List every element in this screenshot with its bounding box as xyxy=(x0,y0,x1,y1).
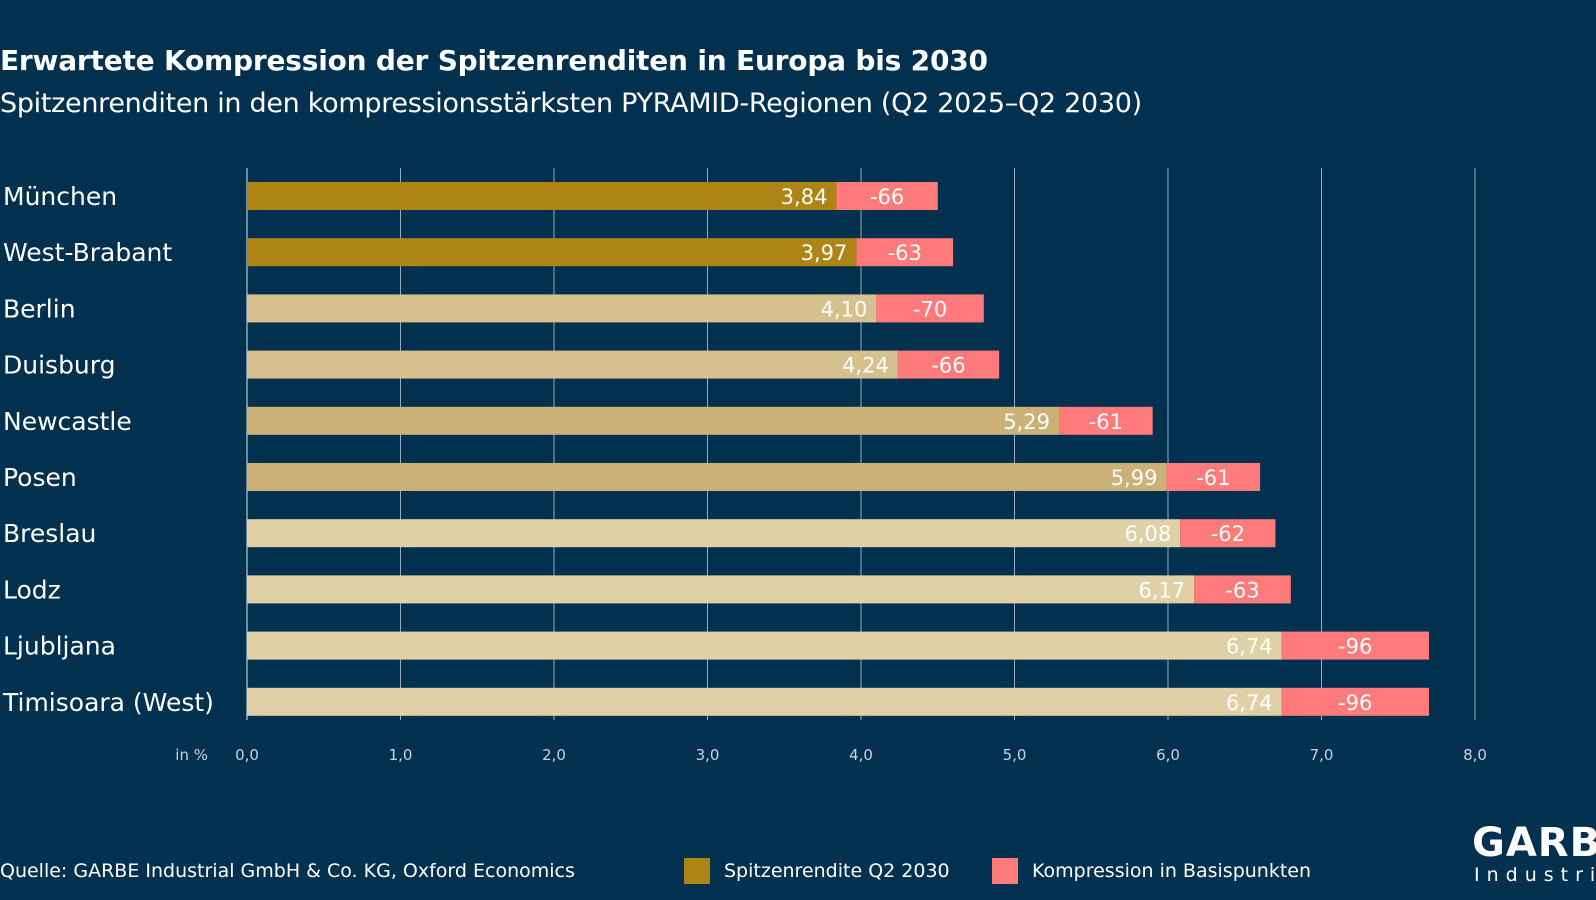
legend-swatch-yield xyxy=(684,858,710,884)
category-label-8: Ljubljana xyxy=(3,632,116,661)
legend-item-yield: Spitzenrendite Q2 2030 xyxy=(684,857,950,885)
legend-label-compression: Kompression in Basispunkten xyxy=(1032,860,1312,882)
bar-yield-0 xyxy=(247,182,837,210)
x-tick-label-5: 5,0 xyxy=(1003,746,1027,764)
x-tick-label-2: 2,0 xyxy=(542,746,566,764)
category-label-4: Newcastle xyxy=(3,407,132,436)
bar-yield-4 xyxy=(247,406,1060,435)
compression-value-label-6: -62 xyxy=(1211,522,1245,546)
compression-value-label-5: -61 xyxy=(1196,466,1230,490)
bar-yield-2 xyxy=(247,294,877,323)
compression-value-label-7: -63 xyxy=(1225,578,1259,602)
chart-title: Erwartete Kompression der Spitzenrendite… xyxy=(0,44,988,77)
bar-yield-5 xyxy=(247,463,1167,491)
category-label-9: Timisoara (West) xyxy=(2,688,214,717)
category-label-2: Berlin xyxy=(3,294,76,323)
bar-compression-1 xyxy=(856,238,954,267)
category-label-3: Duisburg xyxy=(3,351,116,380)
bar-compression-5 xyxy=(1166,463,1261,491)
bar-yield-1 xyxy=(247,238,857,267)
legend-swatch-compression xyxy=(992,858,1018,884)
yield-value-label-8: 6,74 xyxy=(1226,635,1273,659)
compression-value-label-1: -63 xyxy=(888,241,922,265)
bar-compression-6 xyxy=(1180,519,1276,548)
logo-wordmark: GARBE xyxy=(1472,820,1596,866)
logo-subline: Industrial xyxy=(1474,864,1596,886)
compression-value-label-2: -70 xyxy=(913,297,947,321)
category-label-7: Lodz xyxy=(3,575,61,604)
yield-value-label-1: 3,97 xyxy=(801,241,848,265)
bar-yield-3 xyxy=(247,350,898,379)
bar-compression-3 xyxy=(897,350,1000,379)
bar-yield-8 xyxy=(247,631,1282,660)
compression-value-label-4: -61 xyxy=(1089,410,1123,434)
compression-value-label-9: -96 xyxy=(1338,691,1372,715)
x-tick-label-3: 3,0 xyxy=(696,746,720,764)
yield-value-label-4: 5,29 xyxy=(1003,410,1050,434)
x-unit-label: in % xyxy=(175,746,208,764)
yield-value-label-5: 5,99 xyxy=(1111,466,1158,490)
chart-subtitle: Spitzenrenditen in den kompressionsstärk… xyxy=(0,88,1142,119)
compression-value-label-8: -96 xyxy=(1338,635,1372,659)
bar-compression-8 xyxy=(1281,631,1429,660)
yield-value-label-0: 3,84 xyxy=(781,185,828,209)
bar-compression-2 xyxy=(876,294,984,323)
legend-label-yield: Spitzenrendite Q2 2030 xyxy=(724,860,950,882)
bar-compression-7 xyxy=(1194,575,1291,604)
compression-value-label-0: -66 xyxy=(870,185,904,209)
yield-value-label-6: 6,08 xyxy=(1125,522,1172,546)
garbe-logo: GARBE Industrial xyxy=(1472,820,1596,900)
yield-value-label-2: 4,10 xyxy=(821,297,868,321)
x-tick-label-0: 0,0 xyxy=(235,746,259,764)
bar-yield-9 xyxy=(247,687,1282,716)
bar-compression-9 xyxy=(1281,687,1429,716)
yield-value-label-3: 4,24 xyxy=(842,354,889,378)
compression-value-label-3: -66 xyxy=(931,354,965,378)
x-tick-label-8: 8,0 xyxy=(1463,746,1487,764)
x-tick-label-7: 7,0 xyxy=(1310,746,1334,764)
bar-compression-0 xyxy=(836,182,938,210)
bar-yield-6 xyxy=(247,519,1181,548)
yield-value-label-9: 6,74 xyxy=(1226,691,1273,715)
x-tick-label-4: 4,0 xyxy=(849,746,873,764)
category-label-6: Breslau xyxy=(3,519,96,548)
x-tick-label-1: 1,0 xyxy=(389,746,413,764)
bar-yield-7 xyxy=(247,575,1195,604)
category-label-0: München xyxy=(3,182,117,211)
source-note: Quelle: GARBE Industrial GmbH & Co. KG, … xyxy=(0,860,575,882)
category-label-5: Posen xyxy=(3,463,77,492)
yield-value-label-7: 6,17 xyxy=(1138,578,1185,602)
legend-item-compression: Kompression in Basispunkten xyxy=(992,857,1311,885)
bar-compression-4 xyxy=(1059,406,1153,435)
x-tick-label-6: 6,0 xyxy=(1156,746,1180,764)
category-label-1: West-Brabant xyxy=(3,238,172,267)
